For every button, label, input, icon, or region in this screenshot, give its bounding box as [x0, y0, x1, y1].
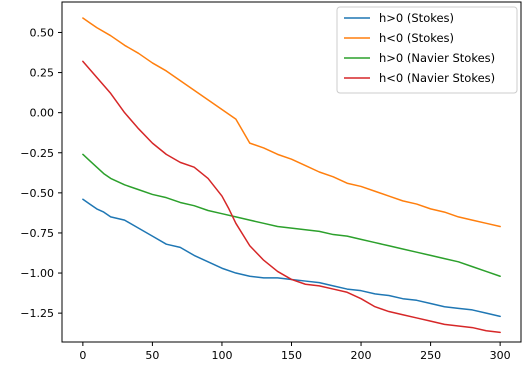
axes-layer: 0 50 100 150 200 250 300 −1.25 −1.00 −0.75 −0.50 −0… — [20, 26, 510, 362]
x-tick-label: 300 — [490, 349, 511, 362]
x-tick-label: 200 — [351, 349, 372, 362]
y-tick-label: −0.50 — [20, 187, 54, 200]
legend-label-1: h<0 (Stokes) — [379, 31, 454, 45]
series-line-1 — [82, 17, 501, 228]
y-tick-label: −0.25 — [20, 147, 54, 160]
x-tick-label: 250 — [420, 349, 441, 362]
legend-label-3: h<0 (Navier Stokes) — [379, 71, 495, 85]
y-tick-label: −1.00 — [20, 267, 54, 280]
y-tick-label: −1.25 — [20, 307, 54, 320]
x-tick-label: 50 — [145, 349, 159, 362]
x-tick-label: 100 — [211, 349, 232, 362]
legend: h>0 (Stokes) h<0 (Stokes) h>0 (Navier Stok… — [336, 6, 518, 94]
series-layer — [82, 17, 501, 334]
series-line-3 — [82, 60, 501, 334]
legend-label-2: h>0 (Navier Stokes) — [379, 51, 495, 65]
y-tick-label: 0.50 — [30, 26, 55, 39]
x-tick-label: 0 — [79, 349, 86, 362]
legend-label-0: h>0 (Stokes) — [379, 11, 454, 25]
series-line-0 — [82, 198, 501, 318]
y-tick-label: 0.25 — [30, 67, 55, 80]
y-tick-label: 0.00 — [30, 107, 55, 120]
x-tick-label: 150 — [281, 349, 302, 362]
series-line-2 — [82, 153, 501, 277]
legend-box — [336, 6, 518, 94]
y-tick-label: −0.75 — [20, 227, 54, 240]
